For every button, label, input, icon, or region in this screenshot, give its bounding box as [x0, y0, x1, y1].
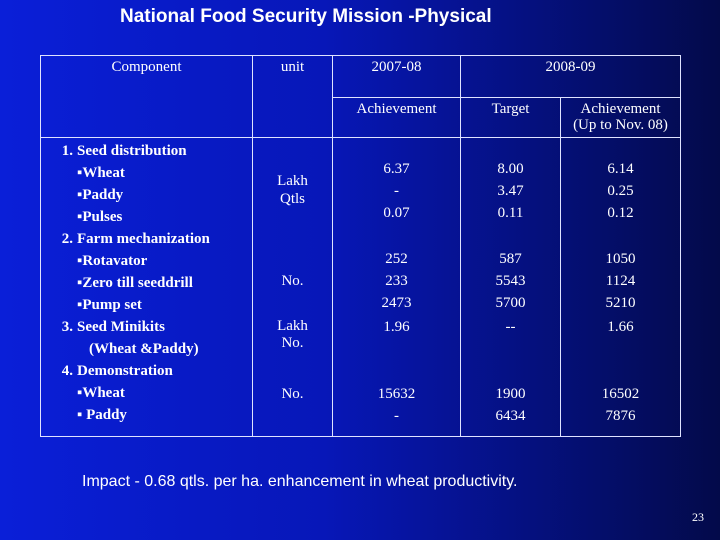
item-number: 4.	[61, 363, 73, 379]
value-cell: -	[394, 183, 399, 199]
achievement-2008-column: 6.14 0.25 0.12 1050 1124 5210 1.66 16502…	[560, 137, 681, 437]
value-cell: 8.00	[497, 161, 524, 177]
header-target-2008: Target	[460, 97, 561, 138]
value-cell: 233	[385, 273, 408, 289]
sub-item: ▪Wheat	[77, 165, 125, 181]
value-cell: --	[505, 319, 516, 335]
header-achievement-2008-line1: Achievement	[580, 101, 661, 117]
slide-title: National Food Security Mission -Physical	[120, 6, 492, 27]
item-number: 3.	[61, 319, 73, 335]
sub-item: ▪Pulses	[77, 209, 123, 225]
value-cell: 1.66	[607, 319, 634, 335]
unit-value: No.	[281, 273, 304, 289]
item-number: 1.	[61, 143, 73, 159]
sub-item: ▪ Paddy	[77, 407, 127, 423]
value-cell: 587	[499, 251, 522, 267]
value-cell: 0.07	[383, 205, 410, 221]
value-cell: 5700	[495, 295, 526, 311]
value-cell: 7876	[605, 408, 636, 424]
unit-value: No.	[281, 386, 304, 402]
header-achievement-2007: Achievement	[332, 97, 461, 138]
item-name: Seed distribution	[77, 143, 187, 159]
value-cell: 252	[385, 251, 408, 267]
sub-item: ▪Rotavator	[77, 253, 148, 269]
item-name: Seed Minikits	[77, 319, 165, 335]
sub-item: ▪Wheat	[77, 385, 125, 401]
component-list: 1. Seed distribution ▪Wheat ▪Paddy ▪Pulse…	[40, 137, 253, 437]
unit-value: Lakh	[277, 318, 308, 334]
header-achievement-2008-line2: (Up to Nov. 08)	[573, 117, 668, 133]
page-number: 23	[692, 510, 704, 524]
sub-item: (Wheat &Paddy)	[89, 341, 199, 357]
header-unit: unit	[252, 55, 333, 138]
unit-column: Lakh Qtls No. Lakh No. No.	[252, 137, 333, 437]
sub-item: ▪Zero till seeddrill	[77, 275, 193, 291]
header-achievement-2008: Achievement (Up to Nov. 08)	[560, 97, 681, 138]
value-cell: 0.25	[607, 183, 634, 199]
value-cell: 6434	[495, 408, 526, 424]
header-2007-08: 2007-08	[332, 55, 461, 98]
value-cell: -	[394, 408, 399, 424]
value-cell: 3.47	[497, 183, 524, 199]
impact-statement: Impact - 0.68 qtls. per ha. enhancement …	[82, 473, 518, 490]
sub-item: ▪Pump set	[77, 297, 142, 313]
item-name: Farm mechanization	[77, 231, 210, 247]
value-cell: 15632	[377, 386, 416, 402]
unit-value: No.	[281, 335, 304, 351]
header-component: Component	[40, 55, 253, 138]
value-cell: 1900	[495, 386, 526, 402]
header-2008-09: 2008-09	[460, 55, 681, 98]
item-name: Demonstration	[77, 363, 173, 379]
unit-value: Lakh	[277, 173, 308, 189]
physical-progress-table: Component unit 2007-08 2008-09 Achieveme…	[40, 55, 681, 437]
value-cell: 2473	[381, 295, 412, 311]
achievement-2007-column: 6.37 - 0.07 252 233 2473 1.96 15632 -	[332, 137, 461, 437]
sub-item: ▪Paddy	[77, 187, 124, 203]
value-cell: 6.14	[607, 161, 634, 177]
value-cell: 1.96	[383, 319, 410, 335]
value-cell: 6.37	[383, 161, 410, 177]
value-cell: 5543	[495, 273, 526, 289]
unit-value: Qtls	[279, 191, 305, 207]
value-cell: 1050	[605, 251, 636, 267]
target-2008-column: 8.00 3.47 0.11 587 5543 5700 -- 1900 643…	[460, 137, 561, 437]
value-cell: 5210	[605, 295, 636, 311]
value-cell: 16502	[601, 386, 640, 402]
item-number: 2.	[61, 231, 73, 247]
value-cell: 0.12	[607, 205, 634, 221]
value-cell: 0.11	[497, 205, 524, 221]
value-cell: 1124	[605, 273, 636, 289]
